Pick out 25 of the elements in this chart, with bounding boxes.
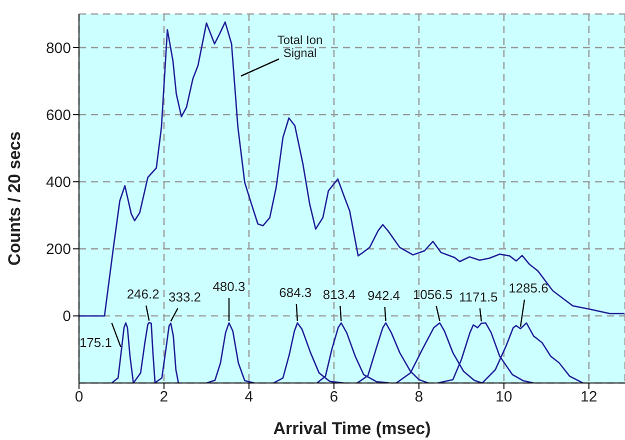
annotation: 480.3 [212,278,246,294]
annotation: 684.3 [279,284,312,300]
y-axis-title: Counts / 20 secs [5,131,24,266]
x-tick-label: 10 [496,388,512,406]
y-tick-label: 0 [62,308,71,326]
y-tick-label: 400 [46,174,71,192]
y-tick-label: 200 [46,241,71,258]
annotation: 942.4 [368,288,400,303]
y-tick-label: 600 [46,106,71,124]
x-tick-label: 8 [414,388,424,406]
annotation: 1171.5 [458,289,498,304]
x-tick-label: 0 [74,388,84,406]
x-tick-label: 6 [330,388,338,406]
annotation: 1056.5 [412,286,453,302]
x-tick-label: 4 [244,388,254,406]
annotation: 333.2 [168,289,202,304]
x-tick-label: 2 [160,388,168,406]
y-tick-label: 800 [46,40,71,57]
annotation: 175.1 [79,334,112,350]
annotation: 1285.6 [508,280,548,296]
x-axis-title: Arrival Time (msec) [273,419,431,438]
x-tick-label: 12 [580,388,598,406]
annotation: 246.2 [126,286,160,302]
annotation: 813.4 [322,286,356,302]
annotation: Total Ion Signal [277,33,323,60]
